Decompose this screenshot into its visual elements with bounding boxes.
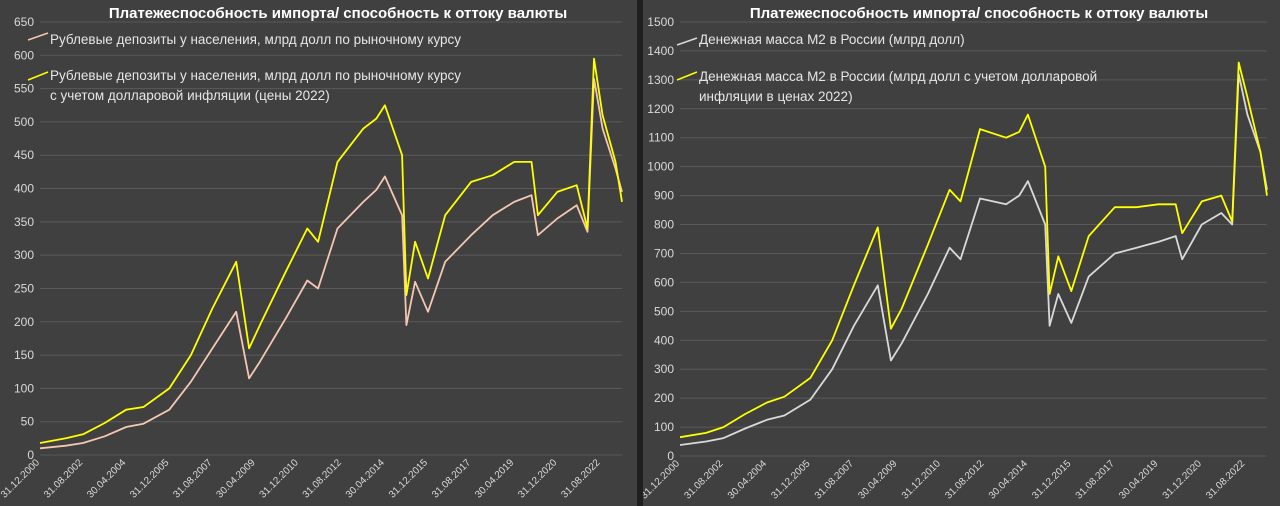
x-tick-label: 31.08.2002 xyxy=(42,457,85,500)
x-tick-label: 31.08.2007 xyxy=(171,457,214,500)
y-tick-label: 400 xyxy=(654,333,674,347)
y-tick-label: 450 xyxy=(14,148,34,162)
series-line-2 xyxy=(679,61,1268,439)
x-tick-label: 30.04.2004 xyxy=(85,457,128,500)
x-tick-label: 31.12.2000 xyxy=(643,458,682,501)
x-tick-label: 31.08.2012 xyxy=(943,458,986,501)
right-chart-panel: Платежеспособность импорта/ способность … xyxy=(643,0,1280,506)
x-tick-label: 31.12.2015 xyxy=(387,457,430,500)
y-tick-label: 500 xyxy=(14,115,34,129)
y-tick-label: 700 xyxy=(654,246,674,260)
x-tick-label: 31.12.2015 xyxy=(1030,458,1073,501)
y-grid-and-ticks: 0 50 100 150 200 250 300 350 400 450 500 550 600 650 xyxy=(14,15,622,462)
legend-swatch-series-1 xyxy=(27,32,49,41)
legend: Денежная масса М2 в России (млрд долл) Д… xyxy=(676,32,1101,104)
chart-title: Платежеспособность импорта/ способность … xyxy=(109,5,567,22)
y-tick-label: 200 xyxy=(654,391,674,405)
y-tick-label: 600 xyxy=(654,275,674,289)
x-tick-label: 31.08.2022 xyxy=(1204,458,1247,501)
chart-title: Платежеспособность импорта/ способность … xyxy=(750,5,1208,22)
y-tick-label: 300 xyxy=(654,362,674,376)
y-tick-label: 500 xyxy=(654,304,674,318)
y-tick-label: 1300 xyxy=(647,73,674,87)
series-line-1 xyxy=(679,73,1268,446)
x-tick-label: 31.08.2022 xyxy=(559,457,602,500)
legend-swatch-series-2 xyxy=(676,71,698,81)
y-tick-label: 900 xyxy=(654,189,674,203)
x-tick-label: 30.04.2019 xyxy=(473,457,516,500)
y-tick-label: 550 xyxy=(14,82,34,96)
y-tick-label: 1500 xyxy=(647,15,674,29)
series-lines xyxy=(39,57,623,450)
x-tick-label: 31.08.2007 xyxy=(813,458,856,501)
x-tick-label: 31.12.2005 xyxy=(769,458,812,501)
y-tick-label: 350 xyxy=(14,215,34,229)
y-tick-label: 400 xyxy=(14,182,34,196)
y-tick-label: 1400 xyxy=(647,44,674,58)
x-ticks: 31.12.2000 31.08.2002 30.04.2004 31.12.2005… xyxy=(643,458,1248,501)
y-tick-label: 1000 xyxy=(647,160,674,174)
series-lines xyxy=(679,61,1268,446)
series-line-2 xyxy=(39,57,623,444)
x-tick-label: 31.12.2010 xyxy=(900,458,943,501)
y-tick-label: 0 xyxy=(27,448,34,462)
y-tick-label: 300 xyxy=(14,248,34,262)
x-tick-label: 31.08.2017 xyxy=(1074,458,1117,501)
right-chart: Платежеспособность импорта/ способность … xyxy=(643,5,1268,502)
x-tick-label: 31.12.2005 xyxy=(128,457,171,500)
x-tick-label: 30.04.2009 xyxy=(856,458,899,501)
legend-label-series-2: Рублевые депозиты у населения, млрд долл… xyxy=(50,68,465,103)
y-tick-label: 200 xyxy=(14,315,34,329)
y-tick-label: 1200 xyxy=(647,102,674,116)
legend-swatch-series-1 xyxy=(676,37,698,46)
x-tick-label: 31.12.2000 xyxy=(0,457,42,500)
series-line-1 xyxy=(39,77,623,450)
x-tick-label: 31.12.2010 xyxy=(258,457,301,500)
legend-label-series-1: Денежная масса М2 в России (млрд долл) xyxy=(699,32,965,47)
x-tick-label: 31.12.2020 xyxy=(1161,458,1204,501)
y-tick-label: 150 xyxy=(14,348,34,362)
y-tick-label: 50 xyxy=(21,415,35,429)
y-tick-label: 100 xyxy=(14,381,34,395)
y-tick-label: 800 xyxy=(654,218,674,232)
x-tick-label: 31.08.2002 xyxy=(682,458,725,501)
legend-label-series-1: Рублевые депозиты у населения, млрд долл… xyxy=(50,32,461,47)
x-tick-label: 30.04.2019 xyxy=(1117,458,1160,501)
y-tick-label: 650 xyxy=(14,15,34,29)
y-tick-label: 100 xyxy=(654,420,674,434)
legend: Рублевые депозиты у населения, млрд долл… xyxy=(27,32,465,103)
x-tick-label: 31.08.2017 xyxy=(430,457,473,500)
left-chart: Платежеспособность импорта/ способность … xyxy=(0,5,623,501)
x-tick-label: 30.04.2014 xyxy=(344,457,387,500)
y-tick-label: 0 xyxy=(667,449,674,463)
y-grid-and-ticks: 0 100 200 300 400 500 600 700 800 900 1000 1100 1200… xyxy=(647,15,1267,463)
y-tick-label: 250 xyxy=(14,281,34,295)
x-tick-label: 30.04.2004 xyxy=(726,458,769,501)
legend-swatch-series-2 xyxy=(27,71,49,81)
x-tick-label: 31.08.2012 xyxy=(301,457,344,500)
x-tick-label: 30.04.2009 xyxy=(214,457,257,500)
x-tick-label: 31.12.2020 xyxy=(516,457,559,500)
left-chart-panel: Платежеспособность импорта/ способность … xyxy=(0,0,637,506)
legend-label-series-2: Денежная масса М2 в России (млрд долл с … xyxy=(699,69,1101,104)
y-tick-label: 600 xyxy=(14,48,34,62)
x-ticks: 31.12.2000 31.08.2002 30.04.2004 31.12.2005… xyxy=(0,457,603,500)
x-tick-label: 30.04.2014 xyxy=(987,458,1030,501)
y-tick-label: 1100 xyxy=(648,131,674,145)
